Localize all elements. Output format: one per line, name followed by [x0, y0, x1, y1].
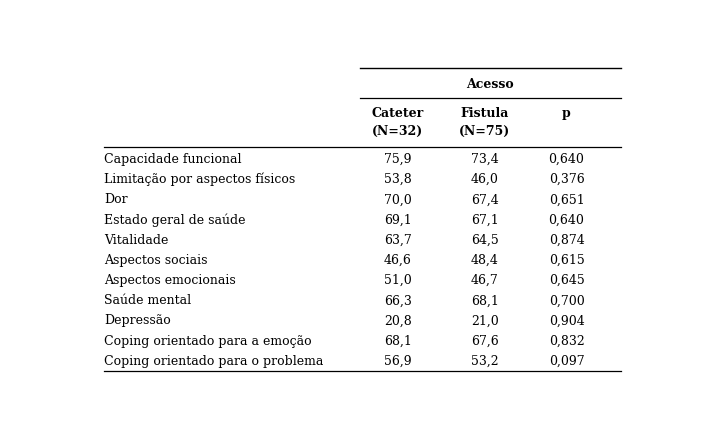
Text: 75,9: 75,9 — [384, 153, 411, 166]
Text: 0,700: 0,700 — [549, 294, 584, 307]
Text: 0,640: 0,640 — [548, 214, 585, 226]
Text: 46,7: 46,7 — [471, 274, 499, 287]
Text: 20,8: 20,8 — [384, 315, 412, 327]
Text: 0,376: 0,376 — [549, 173, 584, 186]
Text: Aspectos emocionais: Aspectos emocionais — [104, 274, 236, 287]
Text: 0,097: 0,097 — [549, 355, 584, 368]
Text: Limitação por aspectos físicos: Limitação por aspectos físicos — [104, 173, 296, 187]
Text: Depressão: Depressão — [104, 315, 171, 327]
Text: Coping orientado para a emoção: Coping orientado para a emoção — [104, 335, 312, 348]
Text: 0,904: 0,904 — [549, 315, 584, 327]
Text: 0,640: 0,640 — [548, 153, 585, 166]
Text: p: p — [562, 107, 571, 119]
Text: 68,1: 68,1 — [471, 294, 499, 307]
Text: Saúde mental: Saúde mental — [104, 294, 191, 307]
Text: 0,874: 0,874 — [549, 234, 584, 247]
Text: 0,645: 0,645 — [549, 274, 584, 287]
Text: Dor: Dor — [104, 193, 128, 206]
Text: 64,5: 64,5 — [471, 234, 499, 247]
Text: Fistula: Fistula — [461, 107, 509, 119]
Text: 48,4: 48,4 — [471, 254, 499, 267]
Text: 46,0: 46,0 — [471, 173, 499, 186]
Text: 67,4: 67,4 — [471, 193, 499, 206]
Text: 56,9: 56,9 — [384, 355, 411, 368]
Text: Acesso: Acesso — [467, 78, 514, 91]
Text: 0,615: 0,615 — [549, 254, 584, 267]
Text: 21,0: 21,0 — [471, 315, 499, 327]
Text: 63,7: 63,7 — [384, 234, 412, 247]
Text: Cateter: Cateter — [372, 107, 424, 119]
Text: 0,832: 0,832 — [549, 335, 584, 348]
Text: 66,3: 66,3 — [384, 294, 412, 307]
Text: 0,651: 0,651 — [549, 193, 584, 206]
Text: Estado geral de saúde: Estado geral de saúde — [104, 213, 246, 227]
Text: 67,6: 67,6 — [471, 335, 499, 348]
Text: Aspectos sociais: Aspectos sociais — [104, 254, 208, 267]
Text: 68,1: 68,1 — [384, 335, 412, 348]
Text: 73,4: 73,4 — [471, 153, 499, 166]
Text: (N=32): (N=32) — [372, 125, 423, 138]
Text: 46,6: 46,6 — [384, 254, 412, 267]
Text: 51,0: 51,0 — [384, 274, 412, 287]
Text: 53,2: 53,2 — [471, 355, 498, 368]
Text: Coping orientado para o problema: Coping orientado para o problema — [104, 355, 324, 368]
Text: 70,0: 70,0 — [384, 193, 412, 206]
Text: Vitalidade: Vitalidade — [104, 234, 168, 247]
Text: Capacidade funcional: Capacidade funcional — [104, 153, 241, 166]
Text: 69,1: 69,1 — [384, 214, 412, 226]
Text: (N=75): (N=75) — [459, 125, 510, 138]
Text: 53,8: 53,8 — [384, 173, 412, 186]
Text: 67,1: 67,1 — [471, 214, 499, 226]
